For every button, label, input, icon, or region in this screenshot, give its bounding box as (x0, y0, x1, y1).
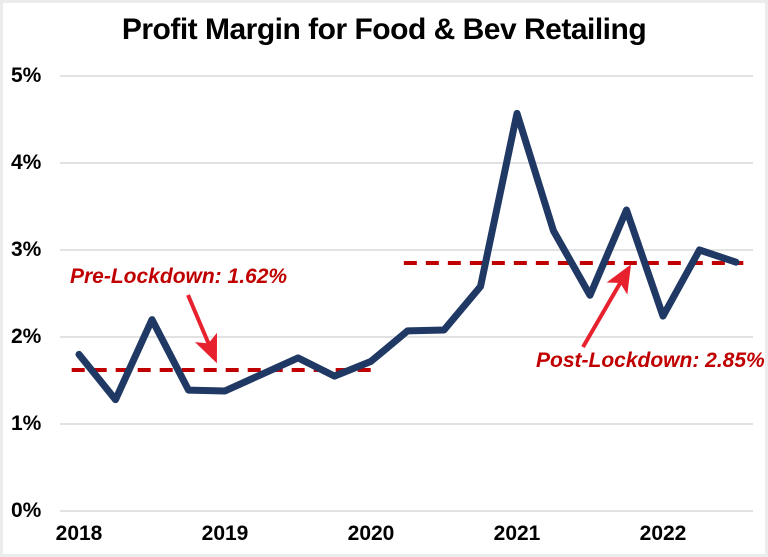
y-tick-1pct: 1% (11, 412, 42, 435)
x-tick-2018: 2018 (55, 522, 103, 545)
y-tick-2pct: 2% (11, 325, 42, 348)
y-tick-5pct: 5% (11, 64, 42, 87)
post-lockdown-annotation: Post-Lockdown: 2.85% (536, 349, 765, 372)
plot-area (60, 75, 753, 512)
chart-title: Profit Margin for Food & Bev Retailing (121, 13, 647, 46)
post-lockdown-arrow (581, 264, 632, 349)
y-tick-4pct: 4% (11, 151, 42, 174)
x-tick-2019: 2019 (201, 522, 249, 545)
x-tick-2020: 2020 (347, 522, 395, 545)
x-tick-2022: 2022 (639, 522, 687, 545)
y-tick-0pct: 0% (11, 499, 42, 522)
y-tick-3pct: 3% (11, 238, 42, 261)
pre-lockdown-annotation: Pre-Lockdown: 1.62% (70, 265, 288, 288)
x-tick-2021: 2021 (493, 522, 541, 545)
profit-margin-line-series (75, 109, 740, 404)
pre-lockdown-arrow (186, 294, 218, 364)
